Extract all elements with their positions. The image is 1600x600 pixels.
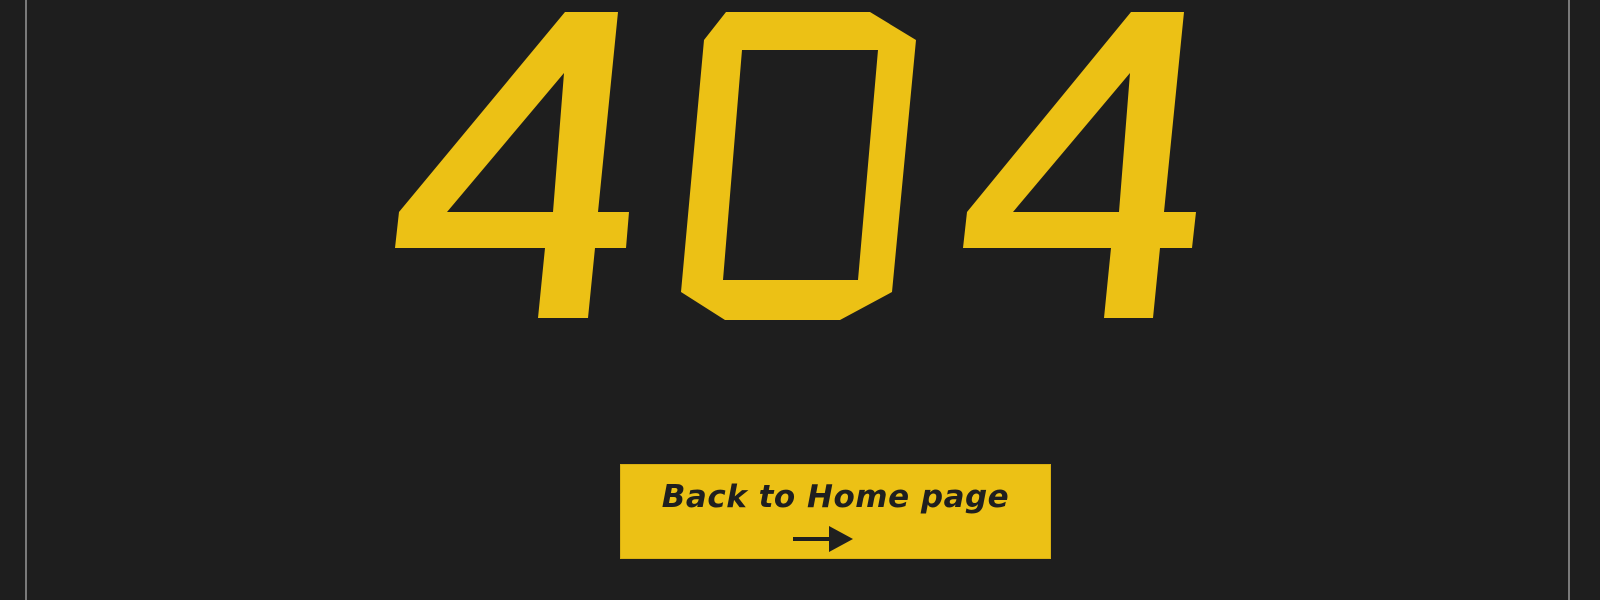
- digit-zero: [681, 12, 916, 320]
- error-code: 404: [395, 12, 1196, 320]
- back-to-home-label: Back to Home page: [661, 479, 1010, 515]
- digit-four-left: [395, 12, 629, 318]
- left-frame-line: [25, 0, 27, 600]
- digit-four-right: [963, 12, 1196, 318]
- arrow-right-icon: [791, 523, 855, 555]
- right-frame-line: [1568, 0, 1570, 600]
- back-to-home-button[interactable]: Back to Home page: [620, 464, 1051, 559]
